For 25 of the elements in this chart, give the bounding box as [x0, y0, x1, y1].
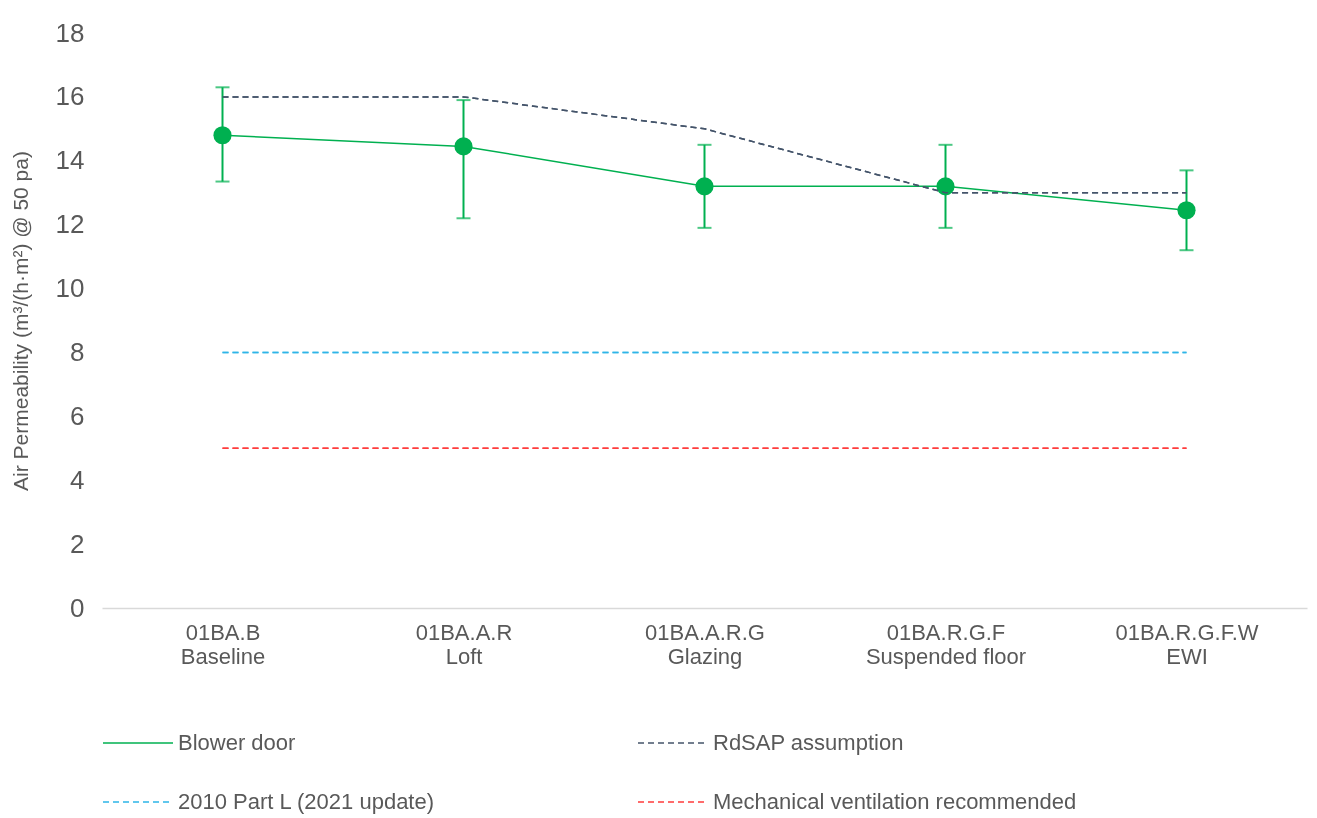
y-tick-label: 18	[55, 17, 85, 48]
x-tick-label: 01BA.B Baseline	[180, 619, 266, 669]
x-tick-label: 01BA.R.G.F Suspended floor	[865, 619, 1027, 669]
x-tick-label: 01BA.A.R Loft	[415, 619, 513, 669]
y-tick-label: 6	[70, 400, 85, 431]
point	[1177, 201, 1196, 220]
y-tick-label: 12	[55, 209, 85, 240]
legend-label: Mechanical ventilation recommended	[713, 789, 1077, 814]
x-tick-label: 01BA.R.G.F.W EWI	[1115, 619, 1259, 669]
point	[213, 126, 232, 145]
y-tick-label: 16	[55, 81, 85, 112]
legend-label: 2010 Part L (2021 update)	[178, 789, 435, 814]
point	[695, 177, 714, 196]
y-tick-label: 2	[70, 528, 85, 559]
legend-label: RdSAP assumption	[713, 730, 904, 755]
y-tick-label: 10	[55, 273, 85, 304]
legend-label: Blower door	[178, 730, 296, 755]
point	[936, 177, 955, 196]
y-tick-label: 8	[70, 336, 85, 367]
y-tick-label: 4	[70, 464, 85, 495]
point	[454, 137, 473, 156]
x-tick-label: 01BA.A.R.G Glazing	[645, 619, 765, 669]
y-tick-label: 0	[70, 592, 85, 623]
y-axis-title: Air Permeability (m³/(h·m²) @ 50 pa)	[8, 151, 32, 491]
y-tick-label: 14	[55, 145, 85, 176]
